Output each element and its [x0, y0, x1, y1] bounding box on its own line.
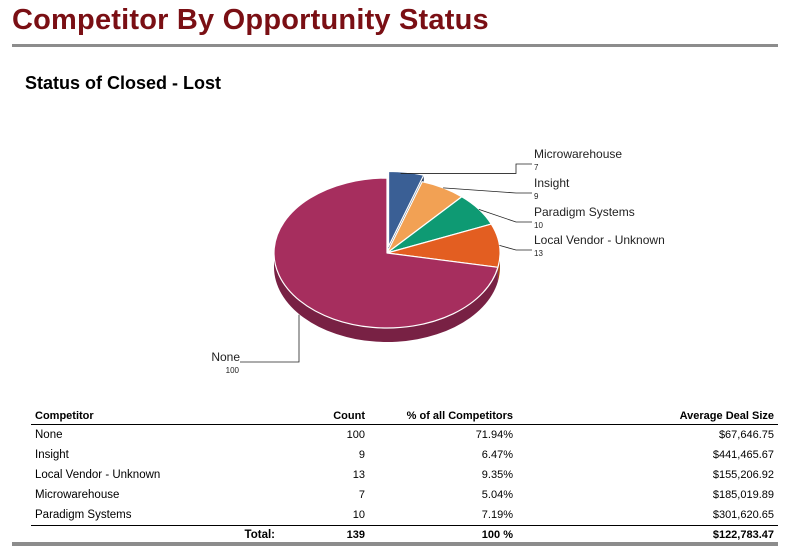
total-avg-deal: $122,783.47	[517, 525, 778, 544]
slice-value-label: 7	[534, 163, 539, 172]
cell-competitor: Local Vendor - Unknown	[35, 469, 161, 481]
cell-pct: 9.35%	[481, 469, 513, 481]
total-count: 139	[279, 525, 369, 544]
cell-competitor: Microwarehouse	[35, 489, 120, 501]
table-header-row: Competitor Count % of all Competitors Av…	[31, 407, 778, 425]
header-avg-deal: Average Deal Size	[517, 407, 778, 425]
table-row: None 100 71.94% $67,646.75	[31, 425, 778, 446]
page-title: Competitor By Opportunity Status	[12, 4, 489, 36]
pie-chart: Microwarehouse 7 Insight 9 Paradigm Systems 1…	[211, 147, 665, 375]
table-row: Local Vendor - Unknown 13 9.35% $155,206…	[31, 465, 778, 485]
cell-avg-deal: $301,620.65	[712, 509, 774, 521]
table-total-row: Total: 139 100 % $122,783.47	[31, 525, 778, 544]
total-pct: 100 %	[369, 525, 517, 544]
slice-value-label: 10	[534, 221, 543, 230]
competitor-table: Competitor Count % of all Competitors Av…	[31, 407, 778, 544]
table-row: Paradigm Systems 10 7.19% $301,620.65	[31, 505, 778, 526]
slice-label: Microwarehouse	[534, 147, 622, 161]
pie-slice-side	[497, 253, 501, 282]
header-competitor: Competitor	[31, 407, 279, 425]
leader-line	[443, 187, 532, 194]
total-label: Total:	[31, 525, 279, 544]
header-count: Count	[279, 407, 369, 425]
cell-avg-deal: $441,465.67	[712, 449, 774, 461]
title-divider	[12, 44, 778, 47]
slice-label: Paradigm Systems	[534, 205, 635, 219]
cell-competitor: Paradigm Systems	[35, 509, 132, 521]
slice-label: None	[211, 350, 240, 364]
cell-avg-deal: $155,206.92	[712, 469, 774, 481]
cell-pct: 5.04%	[481, 489, 513, 501]
leader-line	[499, 244, 532, 251]
leader-line	[240, 314, 300, 363]
leader-line	[478, 208, 532, 223]
slice-label: Local Vendor - Unknown	[534, 233, 665, 247]
slice-value-label: 13	[534, 249, 543, 258]
slice-value-label: 9	[534, 192, 539, 201]
table-row: Microwarehouse 7 5.04% $185,019.89	[31, 485, 778, 505]
slice-value-label: 100	[226, 366, 240, 375]
cell-count: 10	[352, 509, 365, 521]
cell-avg-deal: $185,019.89	[712, 489, 774, 501]
cell-avg-deal: $67,646.75	[718, 429, 774, 441]
table-row: Insight 9 6.47% $441,465.67	[31, 445, 778, 465]
cell-pct: 6.47%	[481, 449, 513, 461]
header-pct: % of all Competitors	[369, 407, 517, 425]
cell-count: 13	[352, 469, 365, 481]
cell-competitor: None	[35, 429, 63, 441]
cell-pct: 7.19%	[481, 509, 513, 521]
cell-count: 100	[346, 429, 365, 441]
cell-competitor: Insight	[35, 449, 69, 461]
pie-slice	[273, 177, 499, 329]
pie-slice-side	[274, 253, 498, 343]
leader-line	[400, 163, 532, 174]
slice-label: Insight	[534, 176, 570, 190]
bottom-divider	[12, 542, 778, 546]
cell-pct: 71.94%	[475, 429, 513, 441]
cell-count: 9	[358, 449, 365, 461]
cell-count: 7	[358, 489, 365, 501]
pie-slice	[387, 170, 425, 248]
chart-title: Status of Closed - Lost	[25, 73, 222, 93]
